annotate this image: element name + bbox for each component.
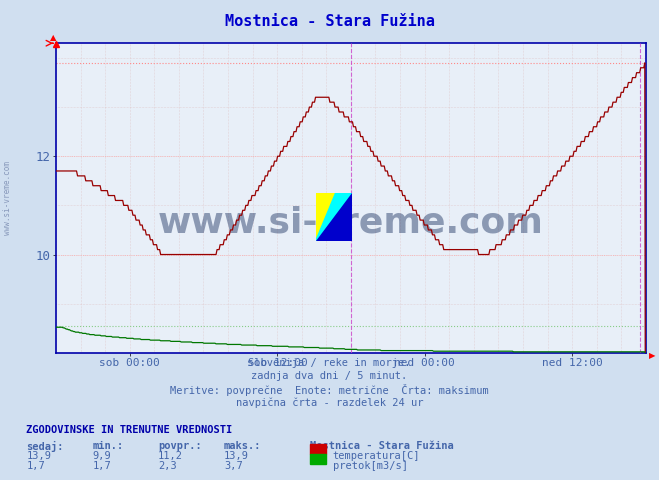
Polygon shape [316, 193, 352, 241]
Text: 3,7: 3,7 [224, 461, 243, 471]
Text: povpr.:: povpr.: [158, 441, 202, 451]
Text: 13,9: 13,9 [224, 451, 249, 461]
Text: 1,7: 1,7 [26, 461, 45, 471]
Text: temperatura[C]: temperatura[C] [333, 451, 420, 461]
Text: maks.:: maks.: [224, 441, 262, 451]
Text: 11,2: 11,2 [158, 451, 183, 461]
Text: Meritve: povprečne  Enote: metrične  Črta: maksimum: Meritve: povprečne Enote: metrične Črta:… [170, 384, 489, 396]
Text: 9,9: 9,9 [92, 451, 111, 461]
Text: min.:: min.: [92, 441, 123, 451]
Polygon shape [316, 193, 335, 241]
Text: www.si-vreme.com: www.si-vreme.com [158, 206, 544, 240]
Text: zadnja dva dni / 5 minut.: zadnja dva dni / 5 minut. [251, 371, 408, 381]
Text: ▲: ▲ [49, 33, 56, 42]
Text: Mostnica - Stara Fužina: Mostnica - Stara Fužina [310, 441, 453, 451]
Text: 2,3: 2,3 [158, 461, 177, 471]
Polygon shape [316, 193, 352, 241]
Text: www.si-vreme.com: www.si-vreme.com [3, 161, 13, 235]
Text: 13,9: 13,9 [26, 451, 51, 461]
Text: navpična črta - razdelek 24 ur: navpična črta - razdelek 24 ur [236, 398, 423, 408]
Text: Slovenija / reke in morje.: Slovenija / reke in morje. [248, 358, 411, 368]
Text: 1,7: 1,7 [92, 461, 111, 471]
Text: pretok[m3/s]: pretok[m3/s] [333, 461, 408, 471]
Text: Mostnica - Stara Fužina: Mostnica - Stara Fužina [225, 14, 434, 29]
Text: ZGODOVINSKE IN TRENUTNE VREDNOSTI: ZGODOVINSKE IN TRENUTNE VREDNOSTI [26, 425, 233, 435]
Text: ▶: ▶ [649, 351, 656, 360]
Text: sedaj:: sedaj: [26, 441, 64, 452]
